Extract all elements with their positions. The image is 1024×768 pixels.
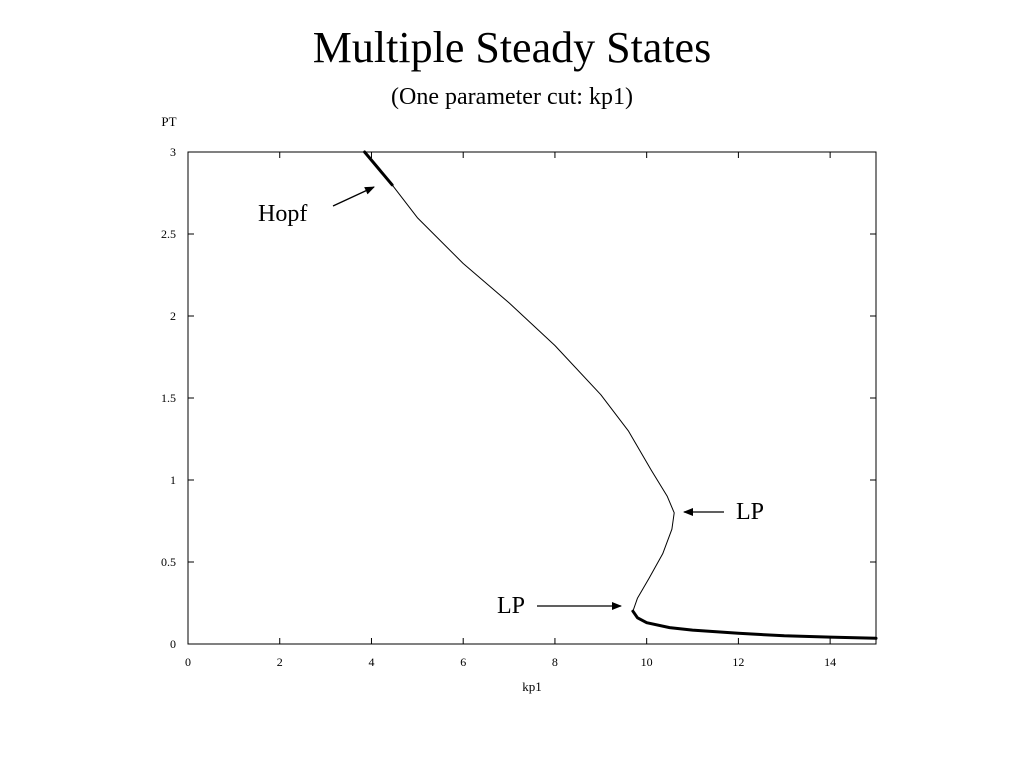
curve-layer [363, 150, 878, 640]
x-tick-label: 6 [460, 655, 466, 669]
x-tick-label: 0 [185, 655, 191, 669]
y-tick-label: 3 [170, 145, 176, 159]
ticks-layer: 0 2 4 6 8 10 12 14 0 0.5 1 1.5 2 2.5 3 [161, 145, 876, 669]
lp-label: LP [736, 499, 764, 525]
unstable-branch-line [391, 184, 675, 612]
y-axis-title: PT [161, 114, 176, 129]
hopf-label: Hopf [258, 201, 307, 227]
annotation-arrow [332, 186, 375, 207]
stable-branch-line [363, 150, 394, 187]
x-tick-label: 14 [824, 655, 836, 669]
y-tick-label: 1 [170, 473, 176, 487]
x-tick-label: 2 [277, 655, 283, 669]
x-tick-label: 4 [368, 655, 374, 669]
x-axis-title: kp1 [522, 679, 542, 694]
y-tick-label: 0.5 [161, 555, 176, 569]
x-tick-label: 12 [732, 655, 744, 669]
slide-title: Multiple Steady States [312, 23, 712, 72]
y-tick-label: 1.5 [161, 391, 176, 405]
stable-branch-line [631, 609, 878, 640]
slide-subtitle: (One parameter cut: kp1) [391, 84, 633, 110]
y-tick-label: 2 [170, 309, 176, 323]
x-tick-label: 10 [641, 655, 653, 669]
annotation-layer: Hopf LP LP [258, 186, 764, 619]
lp-label: LP [497, 593, 525, 619]
y-tick-label: 0 [170, 637, 176, 651]
x-tick-label: 8 [552, 655, 558, 669]
y-tick-label: 2.5 [161, 227, 176, 241]
